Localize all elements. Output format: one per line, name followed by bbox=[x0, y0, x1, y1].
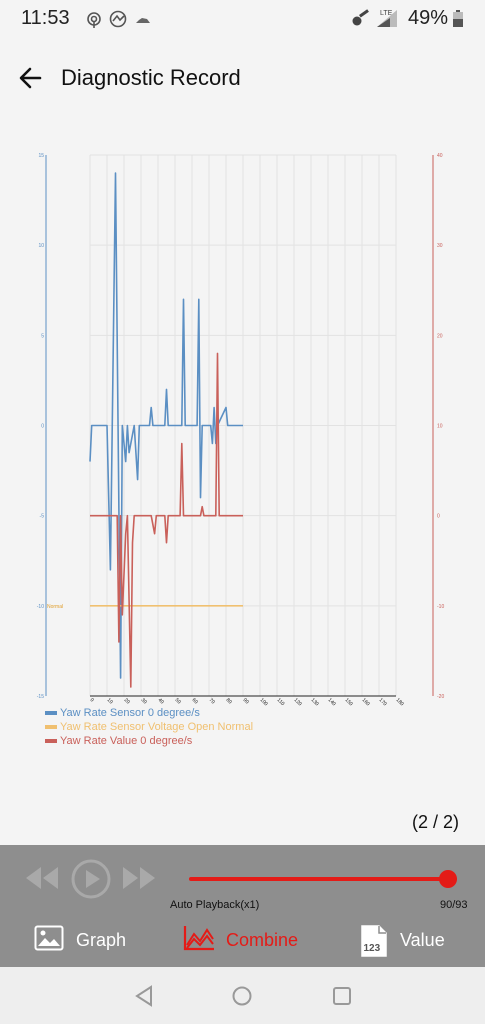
y-right-tick-label: 10 bbox=[437, 424, 443, 430]
nav-back-button[interactable] bbox=[130, 981, 160, 1011]
status-bar: 11:53 LTE 49% bbox=[0, 0, 485, 38]
arrow-back-icon bbox=[19, 67, 42, 89]
x-tick-label: 140 bbox=[327, 697, 337, 707]
x-tick-label: 60 bbox=[191, 697, 199, 705]
tab-graph[interactable]: Graph bbox=[34, 923, 134, 963]
x-tick-label: 70 bbox=[208, 697, 216, 705]
y-left-tick-label: -5 bbox=[40, 514, 45, 520]
triangle-back-icon bbox=[135, 985, 152, 1007]
nav-recents-button[interactable] bbox=[327, 981, 357, 1011]
square-recents-icon bbox=[333, 987, 351, 1005]
line-chart-icon bbox=[183, 925, 215, 956]
x-tick-label: 130 bbox=[310, 697, 320, 707]
tab-value-label: Value bbox=[400, 930, 445, 950]
cloud-icon bbox=[136, 18, 150, 23]
fast-forward-icon bbox=[123, 867, 155, 889]
svg-text:LTE: LTE bbox=[380, 10, 393, 17]
status-time: 11:53 bbox=[21, 7, 70, 29]
system-icons: LTE bbox=[350, 7, 405, 34]
notification-icons bbox=[86, 9, 166, 34]
y-right-tick-label: 0 bbox=[437, 514, 440, 520]
y-left-tick-label: 5 bbox=[41, 333, 44, 339]
legend-swatch-2 bbox=[45, 739, 57, 743]
circle-home-icon bbox=[232, 986, 252, 1006]
tab-value[interactable]: 123 Value bbox=[360, 923, 460, 963]
image-icon bbox=[34, 925, 64, 956]
legend-label-1: Yaw Rate Sensor Voltage Open Normal bbox=[60, 721, 253, 733]
key-icon bbox=[352, 9, 369, 26]
tab-combine[interactable]: Combine bbox=[183, 923, 313, 963]
series-line-2 bbox=[90, 352, 243, 688]
y-left-tick-label: -10 bbox=[37, 604, 44, 610]
playback-slider-thumb[interactable] bbox=[439, 870, 458, 888]
legend-label-2: Yaw Rate Value 0 degree/s bbox=[60, 735, 193, 747]
legend-swatch-0 bbox=[45, 711, 57, 715]
hotspot-icon bbox=[87, 12, 101, 28]
y-right-tick-label: 40 bbox=[437, 153, 443, 159]
x-tick-label: 80 bbox=[225, 697, 233, 705]
x-tick-label: 0 bbox=[89, 697, 95, 703]
chart-svg: 15 40 10 30 5 20 0 10 -5 0 -10 -10 -15 -20 0 10 20 30 40 50… bbox=[37, 153, 445, 747]
fast-forward-button[interactable] bbox=[121, 865, 157, 896]
playback-panel: Auto Playback(x1) 90/93 Graph Combine bbox=[0, 845, 485, 967]
y-right-tick-label: 20 bbox=[437, 333, 443, 339]
x-tick-label: 20 bbox=[123, 697, 131, 705]
x-tick-label: 170 bbox=[378, 697, 388, 707]
playback-slider-track[interactable] bbox=[189, 877, 457, 881]
page-title: Diagnostic Record bbox=[61, 65, 241, 90]
x-tick-label: 30 bbox=[140, 697, 148, 705]
system-nav-bar bbox=[0, 967, 485, 1024]
x-tick-label: 110 bbox=[276, 697, 286, 707]
x-tick-label: 150 bbox=[344, 697, 354, 707]
tab-graph-label: Graph bbox=[76, 930, 127, 950]
battery-percent: 49% bbox=[408, 7, 449, 29]
play-button[interactable] bbox=[70, 858, 112, 905]
x-tick-label: 10 bbox=[106, 697, 114, 705]
legend-label-0: Yaw Rate Sensor 0 degree/s bbox=[60, 707, 200, 719]
back-button[interactable] bbox=[12, 58, 52, 98]
x-tick-label: 160 bbox=[361, 697, 371, 707]
rewind-button[interactable] bbox=[24, 865, 60, 896]
y-left-tick-label: -15 bbox=[37, 694, 44, 700]
y-left-tick-label: 15 bbox=[38, 153, 44, 159]
y-left-tick-label: 10 bbox=[38, 243, 44, 249]
diagnostic-chart: 15 40 10 30 5 20 0 10 -5 0 -10 -10 -15 -20 0 10 20 30 40 50… bbox=[0, 140, 485, 760]
speed-icon bbox=[109, 10, 127, 28]
y-left-tick-label: 0 bbox=[41, 424, 44, 430]
battery-icon bbox=[453, 10, 463, 32]
autoplay-label: Auto Playback(x1) bbox=[170, 899, 260, 911]
tab-combine-label: Combine bbox=[226, 930, 299, 950]
numeric-document-icon: 123 bbox=[360, 925, 388, 962]
y-right-tick-label: 30 bbox=[437, 243, 443, 249]
x-tick-label: 90 bbox=[242, 697, 250, 705]
x-tick-label: 180 bbox=[395, 697, 405, 707]
lte-signal-icon: LTE bbox=[377, 10, 397, 27]
y-right-tick-label: -10 bbox=[437, 604, 444, 610]
x-tick-label: 100 bbox=[259, 697, 269, 707]
svg-text:123: 123 bbox=[364, 943, 381, 954]
legend-swatch-1 bbox=[45, 725, 57, 729]
frame-counter: 90/93 bbox=[440, 899, 468, 911]
rewind-icon bbox=[26, 867, 58, 889]
nav-home-button[interactable] bbox=[227, 981, 257, 1011]
app-bar: Diagnostic Record bbox=[0, 50, 485, 106]
x-tick-label: 50 bbox=[174, 697, 182, 705]
x-tick-label: 120 bbox=[293, 697, 303, 707]
page-indicator: (2 / 2) bbox=[412, 812, 460, 832]
x-tick-label: 40 bbox=[157, 697, 165, 705]
play-icon bbox=[71, 859, 111, 899]
y-right-tick-label: -20 bbox=[437, 694, 444, 700]
annotation-label: Normal bbox=[47, 604, 63, 610]
